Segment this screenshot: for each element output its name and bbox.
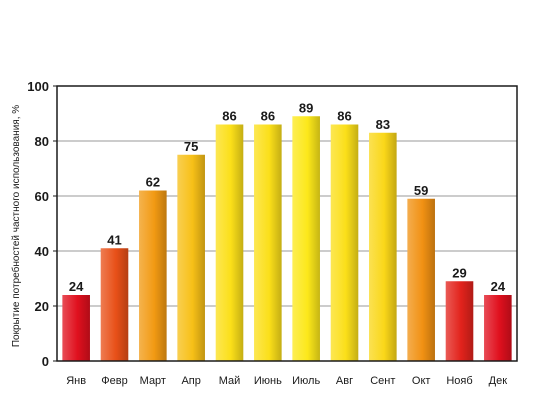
- category-label: Февр: [101, 375, 127, 387]
- bar-Сент: [369, 132, 397, 361]
- y-tick-label: 40: [35, 244, 49, 259]
- data-label: 89: [299, 100, 313, 115]
- bar-Февр: [100, 248, 129, 361]
- y-tick-label: 80: [35, 134, 49, 149]
- category-label: Июль: [292, 375, 320, 387]
- data-label: 59: [414, 183, 428, 198]
- category-label: Нояб: [446, 375, 472, 387]
- gridlines: [57, 140, 517, 307]
- data-label: 86: [337, 109, 351, 124]
- category-label: Янв: [66, 375, 86, 387]
- category-label: Май: [219, 375, 241, 387]
- bar-Май: [215, 124, 244, 361]
- bar-Авг: [330, 124, 359, 361]
- bar-Янв: [62, 295, 90, 361]
- category-label: Сент: [370, 375, 395, 387]
- data-label: 62: [146, 175, 160, 190]
- category-label: Март: [140, 375, 166, 387]
- category-label: Окт: [412, 375, 431, 387]
- y-axis-ticks: 0 20 40 60 80 100: [27, 79, 57, 369]
- bars: [62, 116, 512, 361]
- data-label: 41: [107, 232, 121, 247]
- data-label: 83: [376, 117, 390, 132]
- data-label: 86: [222, 109, 236, 124]
- data-label: 86: [261, 109, 275, 124]
- bar-Март: [139, 190, 167, 361]
- bar-Нояб: [445, 281, 474, 361]
- bar-Апр: [177, 154, 205, 361]
- data-label: 75: [184, 139, 198, 154]
- bar-Июнь: [254, 124, 282, 361]
- data-label: 24: [69, 279, 84, 294]
- data-label: 29: [452, 265, 466, 280]
- y-axis-title: Покрытие потребностей частного использов…: [10, 105, 22, 347]
- category-label: Дек: [489, 375, 508, 387]
- y-tick-label: 60: [35, 189, 49, 204]
- category-label: Июнь: [254, 375, 282, 387]
- data-label: 24: [491, 279, 506, 294]
- bar-Дек: [484, 295, 512, 361]
- data-labels: 24 41 62 75 86 86 89 86 83 59 29 24: [69, 100, 506, 294]
- y-tick-label: 20: [35, 299, 49, 314]
- bar-Июль: [292, 116, 320, 361]
- x-axis-categories: Янв Февр Март Апр Май Июнь Июль Авг Сент Окт Нояб Д…: [66, 375, 507, 387]
- y-tick-label: 100: [27, 79, 49, 94]
- y-tick-label: 0: [42, 354, 49, 369]
- plot-frame: [56, 85, 518, 362]
- category-label: Авг: [336, 375, 353, 387]
- bar-Окт: [407, 198, 435, 361]
- category-label: Апр: [181, 375, 200, 387]
